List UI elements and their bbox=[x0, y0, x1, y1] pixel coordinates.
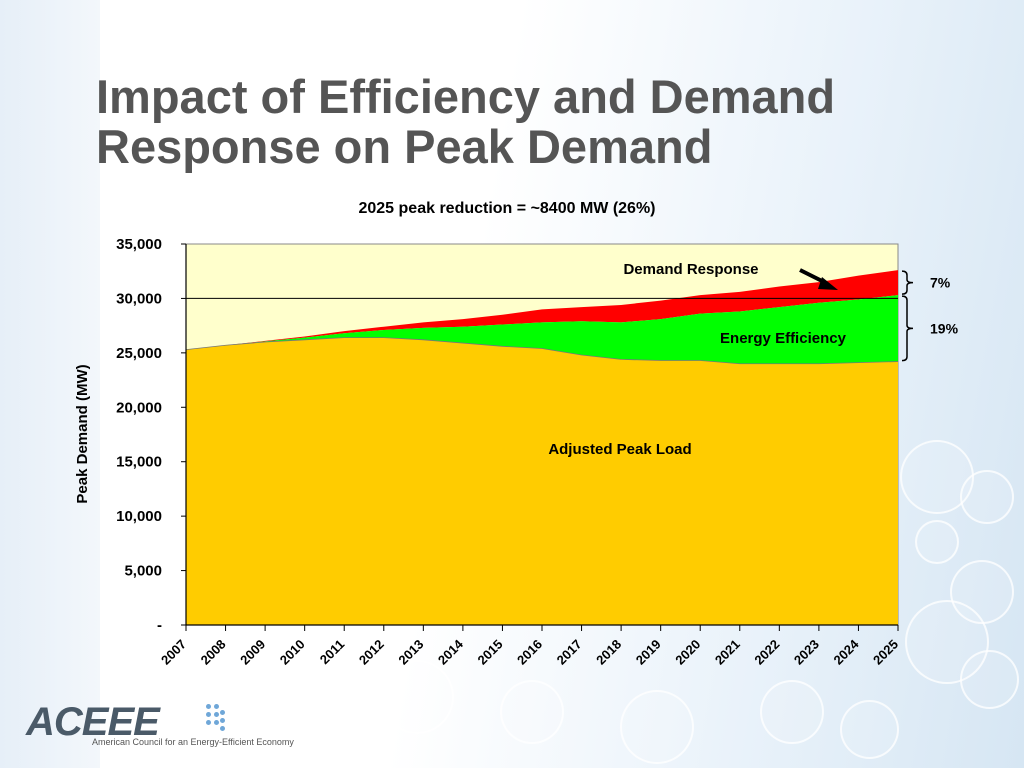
y-tick-label: 25,000 bbox=[116, 345, 162, 362]
slide-title-line2: Response on Peak Demand bbox=[96, 120, 713, 173]
y-tick-label: - bbox=[157, 617, 162, 634]
y-tick-label: 5,000 bbox=[124, 563, 162, 580]
label-demand-response: Demand Response bbox=[623, 261, 758, 278]
logo-dots-icon bbox=[206, 704, 226, 734]
label-percent-demand-response: 7% bbox=[930, 275, 951, 291]
series-area-demand-response bbox=[186, 270, 898, 350]
slide-title: Impact of Efficiency and Demand Response… bbox=[96, 72, 976, 172]
x-tick-label: 2014 bbox=[435, 636, 467, 668]
x-tick-label: 2022 bbox=[751, 637, 782, 668]
arrowhead-icon bbox=[818, 277, 838, 290]
x-tick-label: 2017 bbox=[554, 637, 585, 668]
y-tick-label: 10,000 bbox=[116, 508, 162, 525]
x-tick-label: 2007 bbox=[158, 637, 189, 668]
x-tick-label: 2023 bbox=[791, 637, 822, 668]
x-tick-label: 2011 bbox=[317, 637, 348, 668]
x-tick-label: 2008 bbox=[198, 637, 229, 668]
x-tick-label: 2025 bbox=[870, 637, 901, 668]
brace-energy-efficiency bbox=[901, 295, 914, 362]
y-tick-label: 30,000 bbox=[116, 290, 162, 307]
series-area-adjusted-peak-load bbox=[186, 337, 898, 625]
y-axis-label: Peak Demand (MW) bbox=[74, 364, 91, 503]
y-tick-label: 35,000 bbox=[116, 236, 162, 253]
series-area-energy-efficiency bbox=[186, 295, 898, 364]
label-percent-energy-efficiency: 19% bbox=[930, 320, 959, 336]
logo-name: ACEEE bbox=[26, 700, 160, 744]
aceee-logo: ACEEE American Council for an Energy-Eff… bbox=[26, 700, 326, 755]
x-tick-label: 2012 bbox=[356, 637, 387, 668]
x-tick-label: 2010 bbox=[277, 637, 308, 668]
x-tick-label: 2021 bbox=[712, 637, 743, 668]
label-adjusted-peak-load: Adjusted Peak Load bbox=[548, 441, 691, 458]
x-tick-label: 2009 bbox=[237, 637, 268, 668]
y-tick-label: 20,000 bbox=[116, 399, 162, 416]
slide-title-line1: Impact of Efficiency and Demand bbox=[96, 70, 836, 123]
chart-title: 2025 peak reduction = ~8400 MW (26%) bbox=[358, 200, 655, 217]
adjusted-load-outline bbox=[185, 337, 899, 365]
x-tick-label: 2016 bbox=[514, 637, 545, 668]
x-tick-label: 2018 bbox=[593, 637, 624, 668]
x-tick-label: 2013 bbox=[395, 637, 426, 668]
x-tick-label: 2015 bbox=[475, 637, 506, 668]
left-background-band bbox=[0, 0, 100, 768]
label-energy-efficiency: Energy Efficiency bbox=[720, 330, 847, 347]
logo-subtitle: American Council for an Energy-Efficient… bbox=[92, 737, 294, 747]
x-tick-label: 2019 bbox=[633, 637, 664, 668]
x-tick-label: 2020 bbox=[672, 637, 703, 668]
brace-demand-response bbox=[901, 270, 914, 295]
y-tick-label: 15,000 bbox=[116, 454, 162, 471]
x-tick-label: 2024 bbox=[831, 636, 863, 668]
